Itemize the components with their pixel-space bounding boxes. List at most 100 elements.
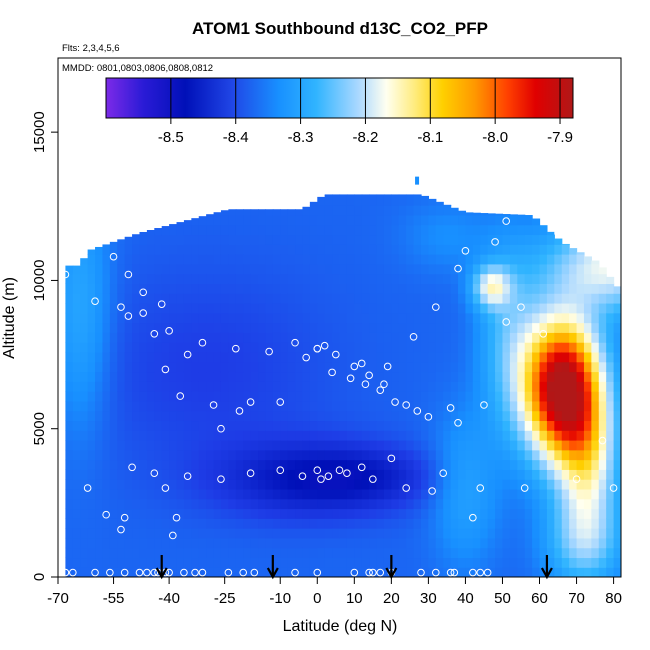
curtain-cell bbox=[361, 283, 370, 294]
curtain-cell bbox=[480, 528, 489, 539]
curtain-cell bbox=[176, 293, 185, 304]
curtain-cell bbox=[383, 537, 392, 549]
curtain-cell bbox=[509, 567, 518, 577]
curtain-cell bbox=[435, 312, 444, 324]
curtain-cell bbox=[191, 263, 200, 275]
curtain-cell bbox=[398, 195, 407, 206]
curtain-cell bbox=[272, 322, 281, 333]
curtain-cell bbox=[109, 420, 118, 431]
curtain-cell bbox=[302, 351, 311, 363]
sample-point bbox=[291, 338, 299, 347]
curtain-cell bbox=[154, 263, 163, 275]
curtain-cell bbox=[124, 322, 133, 333]
curtain-cell bbox=[487, 439, 496, 451]
curtain-cell bbox=[376, 293, 385, 304]
curtain-cell bbox=[420, 528, 429, 539]
curtain-cell bbox=[124, 479, 133, 490]
curtain-cell bbox=[583, 488, 592, 500]
curtain-cell bbox=[258, 567, 267, 577]
curtain-cell bbox=[554, 391, 563, 402]
curtain-cell bbox=[458, 449, 467, 461]
curtain-cell bbox=[354, 332, 363, 343]
curtain-cell bbox=[295, 322, 304, 333]
curtain-cell bbox=[532, 342, 541, 353]
curtain-cell bbox=[176, 547, 185, 559]
curtain-cell bbox=[354, 420, 363, 431]
curtain-cell bbox=[376, 557, 385, 568]
curtain-cell bbox=[346, 508, 355, 519]
curtain-cell bbox=[598, 459, 607, 470]
sample-point bbox=[432, 568, 440, 577]
curtain-cell bbox=[376, 459, 385, 470]
curtain-cell bbox=[243, 420, 252, 431]
curtain-cell bbox=[450, 459, 459, 470]
curtain-cell bbox=[258, 293, 267, 304]
curtain-cell bbox=[435, 508, 444, 519]
curtain-cell bbox=[243, 498, 252, 510]
curtain-cell bbox=[472, 214, 481, 226]
curtain-cell bbox=[87, 459, 96, 470]
curtain-cell bbox=[606, 498, 615, 510]
curtain-cell bbox=[117, 410, 126, 422]
curtain-field bbox=[65, 176, 621, 577]
curtain-cell bbox=[606, 322, 615, 333]
curtain-cell bbox=[213, 391, 222, 402]
curtain-cell bbox=[265, 263, 274, 275]
curtain-cell bbox=[146, 439, 155, 451]
curtain-cell bbox=[295, 254, 304, 265]
sample-point bbox=[520, 484, 529, 492]
curtain-cell bbox=[598, 293, 607, 304]
curtain-cell bbox=[302, 567, 311, 577]
curtain-cell bbox=[406, 567, 415, 577]
curtain-cell bbox=[398, 439, 407, 451]
curtain-cell bbox=[509, 459, 518, 470]
curtain-cell bbox=[546, 273, 555, 284]
curtain-cell bbox=[176, 557, 185, 568]
curtain-cell bbox=[161, 498, 170, 510]
curtain-cell bbox=[450, 381, 459, 392]
curtain-cell bbox=[376, 342, 385, 353]
curtain-cell bbox=[383, 459, 392, 470]
curtain-cell bbox=[398, 273, 407, 284]
curtain-cell bbox=[139, 498, 148, 510]
curtain-cell bbox=[154, 228, 163, 236]
curtain-cell bbox=[309, 410, 318, 422]
curtain-cell bbox=[132, 547, 141, 559]
curtain-cell bbox=[102, 263, 111, 275]
curtain-cell bbox=[369, 528, 378, 539]
curtain-cell bbox=[302, 498, 311, 510]
curtain-cell bbox=[220, 508, 229, 519]
curtain-cell bbox=[576, 302, 585, 314]
curtain-cell bbox=[369, 498, 378, 510]
curtain-cell bbox=[413, 420, 422, 431]
curtain-cell bbox=[332, 430, 341, 441]
curtain-cell bbox=[317, 459, 326, 470]
curtain-cell bbox=[280, 293, 289, 304]
curtain-cell bbox=[109, 391, 118, 402]
curtain-cell bbox=[613, 557, 621, 568]
curtain-cell bbox=[250, 557, 259, 568]
curtain-cell bbox=[509, 449, 518, 461]
curtain-cell bbox=[480, 449, 489, 461]
curtain-cell bbox=[502, 528, 511, 539]
curtain-cell bbox=[309, 302, 318, 314]
sample-point bbox=[198, 338, 207, 347]
curtain-cell bbox=[280, 528, 289, 539]
curtain-cell bbox=[450, 557, 459, 568]
x-tick-label: -40 bbox=[158, 590, 180, 607]
colorbar-ticks: -8.5 -8.4 -8.3 -8.2 -8.1 -8.0 -7.9 bbox=[158, 78, 573, 146]
curtain-cell bbox=[309, 244, 318, 255]
curtain-cell bbox=[391, 528, 400, 539]
curtain-cell bbox=[361, 351, 370, 363]
curtain-cell bbox=[65, 302, 74, 314]
curtain-cell bbox=[480, 283, 489, 294]
curtain-cell bbox=[213, 518, 222, 529]
curtain-cell bbox=[495, 547, 504, 559]
curtain-cell bbox=[391, 302, 400, 314]
curtain-cell bbox=[72, 420, 81, 431]
curtain-cell bbox=[428, 498, 437, 510]
curtain-cell bbox=[561, 342, 570, 353]
curtain-cell bbox=[561, 537, 570, 549]
curtain-cell bbox=[272, 254, 281, 265]
curtain-cell bbox=[517, 361, 526, 373]
